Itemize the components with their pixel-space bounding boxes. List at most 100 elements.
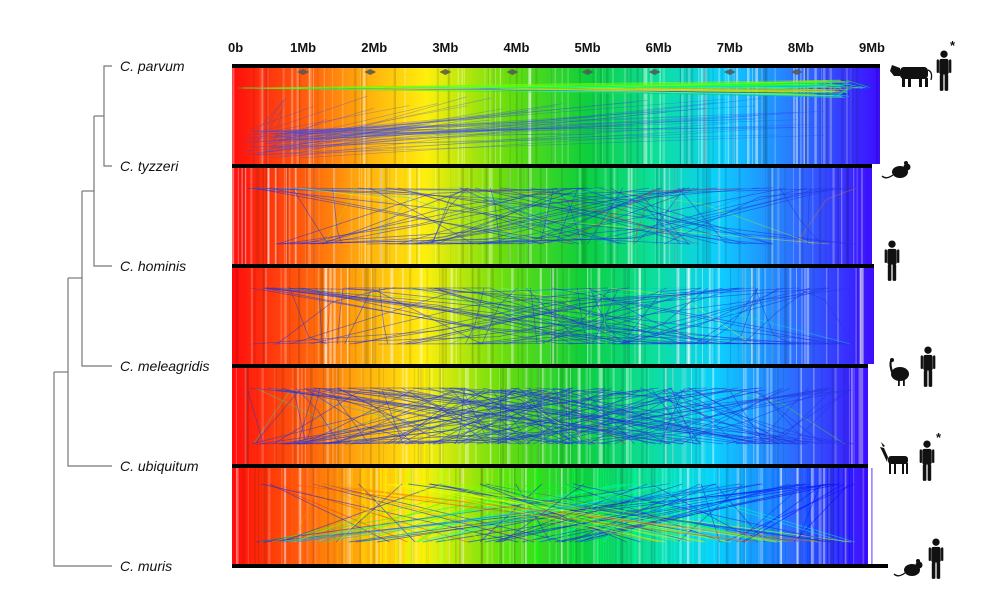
- genome-bar: [232, 64, 880, 68]
- synteny-link: [791, 389, 847, 445]
- synteny-stripe: [271, 468, 273, 564]
- synteny-link: [262, 98, 762, 153]
- synteny-stripe: [474, 468, 476, 564]
- synteny-stripe: [837, 268, 839, 364]
- synteny-link: [432, 387, 518, 445]
- synteny-stripe: [670, 468, 672, 564]
- synteny-stripe: [772, 368, 774, 464]
- synteny-stripe: [412, 468, 414, 564]
- synteny-link: [271, 483, 496, 543]
- synteny-link: [478, 187, 645, 245]
- synteny-stripe: [348, 268, 350, 364]
- synteny-stripe: [504, 468, 506, 564]
- synteny-stripe: [524, 468, 525, 564]
- synteny-stripe: [610, 268, 612, 364]
- synteny-stripe: [612, 368, 615, 464]
- synteny-stripe: [698, 68, 700, 164]
- genome-bar: [232, 164, 872, 168]
- synteny-stripe: [484, 168, 487, 264]
- synteny-stripe: [480, 468, 484, 564]
- synteny-link: [249, 125, 634, 138]
- synteny-stripe: [521, 68, 523, 164]
- synteny-stripe: [380, 168, 382, 264]
- synteny-stripe: [420, 468, 421, 564]
- synteny-stripe: [813, 368, 815, 464]
- synteny-stripe: [300, 468, 302, 564]
- synteny-stripe: [705, 168, 709, 264]
- synteny-stripe: [235, 368, 237, 464]
- synteny-stripe: [777, 268, 780, 364]
- synteny-link: [273, 287, 724, 345]
- synteny-stripe: [256, 468, 257, 564]
- synteny-stripe: [701, 368, 704, 464]
- synteny-stripe: [316, 68, 319, 164]
- synteny-stripe: [758, 268, 760, 364]
- synteny-stripe: [457, 68, 459, 164]
- synteny-stripe: [698, 468, 701, 564]
- synteny-stripe: [370, 168, 373, 264]
- synteny-stripe: [753, 368, 755, 464]
- synteny-link: [370, 187, 464, 245]
- synteny-stripe: [840, 68, 843, 164]
- synteny-link: [294, 122, 501, 135]
- synteny-stripe: [551, 268, 555, 364]
- synteny-stripe: [526, 468, 528, 564]
- synteny-stripe: [404, 68, 406, 164]
- synteny-link: [267, 387, 747, 445]
- synteny-stripe: [664, 468, 667, 564]
- synteny-stripe: [639, 268, 641, 364]
- synteny-stripe: [539, 268, 542, 364]
- synteny-stripe: [342, 368, 344, 464]
- synteny-stripe: [817, 468, 819, 564]
- synteny-stripe: [360, 68, 362, 164]
- synteny-stripe: [310, 68, 312, 164]
- synteny-link: [347, 287, 633, 345]
- synteny-stripe: [538, 368, 540, 464]
- synteny-link: [501, 483, 585, 543]
- synteny-stripe: [738, 168, 741, 264]
- synteny-link: [381, 389, 404, 445]
- synteny-link: [298, 96, 467, 145]
- synteny-stripe: [650, 68, 651, 164]
- synteny-stripe: [858, 68, 860, 164]
- synteny-stripe: [685, 268, 686, 364]
- synteny-stripe: [721, 468, 723, 564]
- synteny-link: [265, 121, 557, 145]
- synteny-link: [269, 107, 374, 139]
- synteny-stripe: [865, 468, 867, 564]
- synteny-stripe: [349, 468, 352, 564]
- synteny-link: [238, 87, 840, 97]
- synteny-stripe: [761, 68, 763, 164]
- synteny-stripe: [575, 268, 578, 364]
- synteny-stripe: [499, 68, 501, 164]
- synteny-stripe: [853, 468, 855, 564]
- synteny-stripe: [638, 68, 639, 164]
- synteny-stripe: [314, 168, 316, 264]
- synteny-stripe: [511, 268, 514, 364]
- synteny-stripe: [418, 268, 420, 364]
- synteny-link: [249, 134, 781, 148]
- synteny-link: [270, 124, 422, 150]
- synteny-stripe: [340, 468, 343, 564]
- synteny-link: [262, 111, 800, 142]
- synteny-stripe: [718, 168, 721, 264]
- synteny-stripe: [421, 268, 423, 364]
- synteny-link: [385, 187, 621, 245]
- synteny-link: [273, 100, 285, 148]
- synteny-stripe: [360, 68, 362, 164]
- synteny-stripe: [784, 268, 788, 364]
- synteny-stripe: [239, 468, 241, 564]
- synteny-link: [659, 387, 708, 445]
- synteny-link: [569, 483, 701, 543]
- synteny-stripe: [831, 368, 834, 464]
- synteny-stripe: [262, 268, 265, 364]
- synteny-link: [299, 108, 503, 145]
- synteny-stripe: [808, 468, 811, 564]
- synteny-stripe: [592, 68, 595, 164]
- synteny-stripe: [294, 168, 297, 264]
- synteny-stripe: [286, 168, 287, 264]
- synteny-stripe: [724, 468, 727, 564]
- synteny-stripe: [777, 168, 780, 264]
- synteny-stripe: [310, 168, 311, 264]
- synteny-stripe: [789, 268, 792, 364]
